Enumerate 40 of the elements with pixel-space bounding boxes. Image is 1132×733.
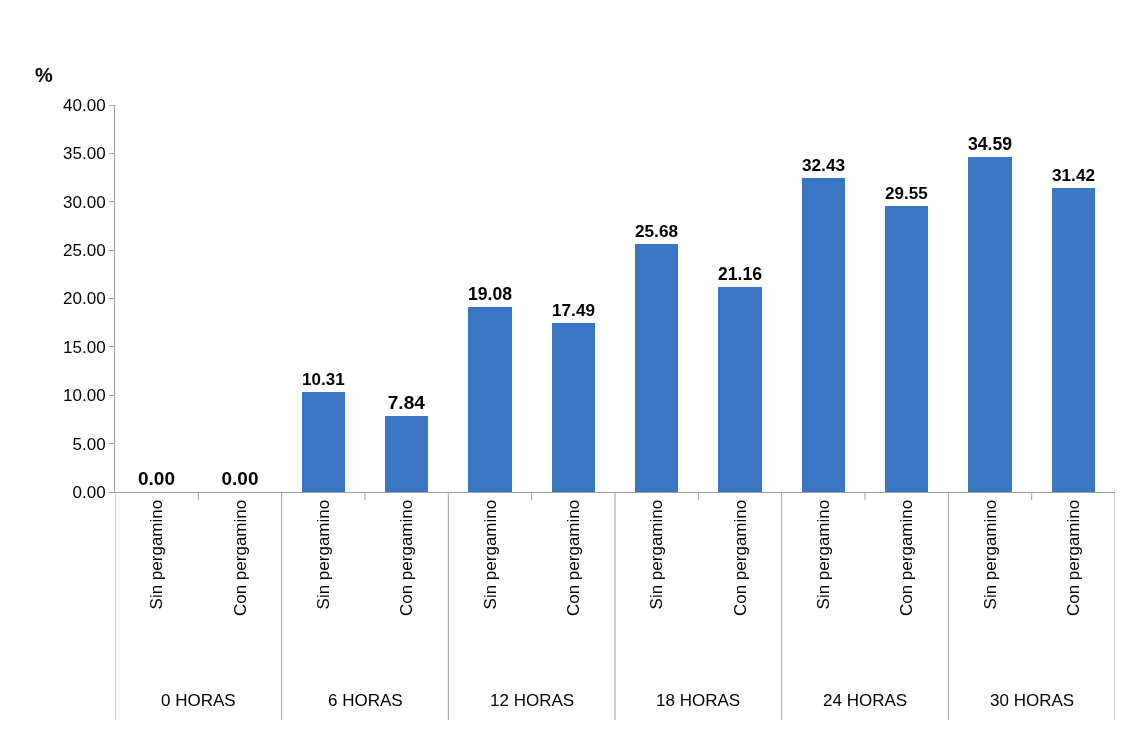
y-tick-label: 25.00 bbox=[63, 241, 106, 261]
text: 18 HORAS bbox=[656, 691, 741, 710]
y-tick-label: 40.00 bbox=[63, 95, 106, 115]
text: 30 HORAS bbox=[990, 691, 1075, 710]
data-label: 21.16 bbox=[718, 264, 763, 285]
x-tick-label: Con pergamino bbox=[230, 499, 250, 617]
data-label: 34.59 bbox=[968, 134, 1013, 155]
x-tick-label: Sin pergamino bbox=[147, 499, 167, 610]
data-label: 29.55 bbox=[885, 184, 928, 204]
data-label: 10.31 bbox=[302, 370, 345, 390]
text: 24 HORAS bbox=[823, 691, 908, 710]
text: 0 HORAS bbox=[161, 691, 236, 710]
text: 6 HORAS bbox=[328, 691, 403, 710]
y-tick-label: 10.00 bbox=[63, 386, 106, 406]
data-label: 17.49 bbox=[552, 300, 595, 321]
y-tick-label: 0.00 bbox=[72, 482, 106, 502]
text: 12 HORAS bbox=[490, 691, 575, 710]
x-tick-label: Sin pergamino bbox=[313, 499, 333, 610]
data-label: 0.00 bbox=[221, 468, 259, 489]
x-tick-label: Con pergamino bbox=[563, 499, 583, 617]
y-tick-label: 20.00 bbox=[63, 289, 106, 309]
y-tick-label: 30.00 bbox=[63, 192, 106, 212]
data-label: 7.84 bbox=[387, 392, 426, 413]
x-tick-label: Sin pergamino bbox=[813, 499, 833, 610]
y-tick-label: 15.00 bbox=[63, 337, 106, 357]
data-label: 19.08 bbox=[468, 284, 513, 305]
data-label: 0.00 bbox=[138, 468, 175, 489]
x-tick-label: Con pergamino bbox=[1063, 499, 1083, 617]
x-tick-label: Sin pergamino bbox=[647, 499, 667, 610]
x-tick-label: Con pergamino bbox=[397, 499, 417, 617]
x-tick-label: Sin pergamino bbox=[480, 499, 500, 610]
y-axis-title: % bbox=[35, 64, 53, 86]
data-label: 32.43 bbox=[802, 155, 845, 176]
data-label: 31.42 bbox=[1052, 165, 1095, 186]
y-tick-label: 35.00 bbox=[63, 144, 106, 164]
x-tick-label: Con pergamino bbox=[730, 499, 750, 617]
x-tick-label: Sin pergamino bbox=[980, 499, 1000, 610]
x-tick-label: Con pergamino bbox=[897, 499, 917, 617]
y-tick-label: 5.00 bbox=[72, 434, 106, 454]
data-label: 25.68 bbox=[635, 221, 679, 242]
